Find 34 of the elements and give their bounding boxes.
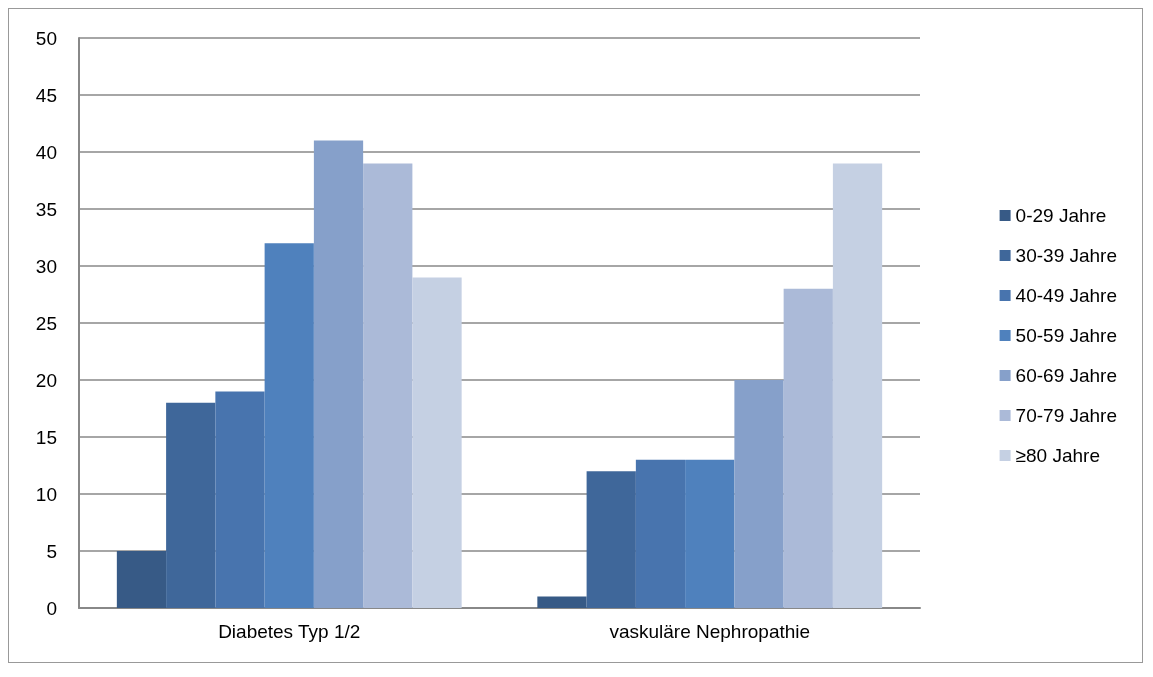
y-tick-label: 0: [46, 597, 57, 619]
y-tick-label: 40: [35, 141, 57, 163]
bar: [215, 391, 265, 608]
legend-label: 70-79 Jahre: [1015, 405, 1117, 426]
legend-label: 30-39 Jahre: [1015, 245, 1117, 266]
y-tick-label: 50: [35, 27, 57, 49]
y-tick-label: 20: [35, 369, 57, 391]
legend-label: 50-59 Jahre: [1015, 325, 1117, 346]
y-tick-label: 5: [46, 540, 57, 562]
legend-label: 40-49 Jahre: [1015, 285, 1117, 306]
bar: [685, 459, 735, 608]
bar: [264, 243, 314, 608]
y-tick-label: 45: [35, 84, 57, 106]
bar: [412, 277, 462, 608]
y-tick-label: 15: [35, 426, 57, 448]
x-tick-label: vaskuläre Nephropathie: [609, 621, 811, 642]
bar: [734, 380, 784, 608]
y-tick-label: 25: [35, 312, 57, 334]
y-tick-label: 30: [35, 255, 57, 277]
bar: [116, 551, 167, 608]
bar: [537, 596, 587, 608]
legend-label: 0-29 Jahre: [1015, 205, 1107, 226]
legend-label: 60-69 Jahre: [1015, 365, 1117, 386]
bar: [832, 163, 883, 608]
bar: [313, 140, 364, 608]
bar: [635, 459, 686, 608]
x-tick-label: Diabetes Typ 1/2: [218, 621, 361, 642]
legend-label: ≥80 Jahre: [1015, 445, 1100, 466]
bar: [166, 402, 216, 608]
y-tick-label: 10: [35, 483, 57, 505]
bar: [586, 471, 636, 608]
bar: [783, 288, 833, 608]
y-tick-label: 35: [35, 198, 57, 220]
bar: [363, 163, 413, 608]
